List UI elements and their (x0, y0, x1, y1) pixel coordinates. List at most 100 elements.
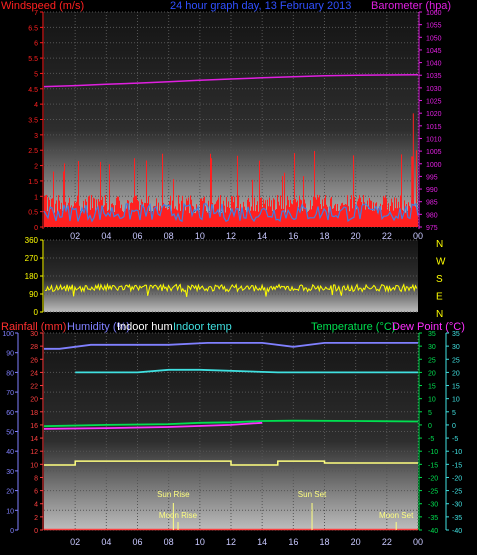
temperature-tick-label: 20 (428, 370, 436, 377)
rainfall-tick-label: 14 (30, 436, 38, 443)
windspeed-axis-label: Windspeed (m/s) (1, 0, 84, 12)
chart-title: 24 hour graph day, 13 February 2013 (170, 0, 351, 12)
hour-tick-label: 10 (195, 537, 205, 547)
dewpoint-tick-label: -5 (452, 436, 458, 443)
barometer-tick-label: 1035 (426, 73, 442, 80)
dewpoint-tick-label: 35 (452, 331, 460, 338)
temperature-tick-label: 35 (428, 331, 436, 338)
temperature-tick-label: 30 (428, 344, 436, 351)
windspeed-tick-label: 7 (34, 10, 38, 17)
astro-marker-label: Moon Rise (159, 511, 198, 520)
rainfall-tick-label: 6 (34, 489, 38, 496)
windspeed-tick-label: 6 (34, 41, 38, 48)
rainfall-tick-label: 2 (34, 515, 38, 522)
plot-series (43, 73, 419, 531)
legend-dew-point: Dew Point (°C) (392, 321, 465, 333)
windspeed-tick-label: 1 (34, 194, 38, 201)
hour-tick-label: 22 (382, 231, 392, 241)
legend-indoor-temp: Indoor temp (173, 321, 232, 333)
compass-label: E (436, 292, 443, 303)
hour-tick-label: 12 (226, 537, 236, 547)
hour-tick-label: 04 (101, 537, 111, 547)
rainfall-tick-label: 26 (30, 357, 38, 364)
barometer-tick-label: 1005 (426, 149, 442, 156)
axes: 0 0.5 1 1.5 2 2.5 3 3.5 4 4.5 5 5.5 6 6.5 7 975 980 985 99… (2, 10, 462, 547)
windspeed-tick-label: 5 (34, 71, 38, 78)
barometer-tick-label: 1060 (426, 10, 442, 17)
humidity-tick-label: 20 (6, 489, 14, 496)
hour-tick-label: 08 (164, 231, 174, 241)
barometer-tick-label: 980 (426, 212, 438, 219)
hour-tick-label: 20 (351, 231, 361, 241)
temperature-tick-label: -35 (428, 515, 438, 522)
temperature-tick-label: -40 (428, 528, 438, 535)
hour-tick-label: 14 (257, 231, 267, 241)
rainfall-tick-label: 30 (30, 331, 38, 338)
barometer-tick-label: 985 (426, 200, 438, 207)
hour-tick-label: 20 (351, 537, 361, 547)
hour-tick-label: 00 (413, 537, 423, 547)
hour-tick-label: 18 (319, 537, 329, 547)
hour-tick-label: 00 (413, 231, 423, 241)
dewpoint-tick-label: -15 (452, 462, 462, 469)
barometer-tick-label: 1050 (426, 35, 442, 42)
direction-tick-label: 270 (25, 254, 39, 263)
rainfall-tick-label: 4 (34, 502, 38, 509)
rainfall-tick-label: 8 (34, 475, 38, 482)
windspeed-tick-label: 3 (34, 133, 38, 140)
humidity-tick-label: 40 (6, 449, 14, 456)
windspeed-tick-label: 0.5 (28, 210, 38, 217)
barometer-tick-label: 1030 (426, 86, 442, 93)
barometer-tick-label: 1040 (426, 61, 442, 68)
compass-label: N (436, 309, 443, 320)
temperature-tick-label: 5 (428, 410, 432, 417)
temperature-tick-label: -10 (428, 449, 438, 456)
hour-tick-label: 12 (226, 231, 236, 241)
windspeed-tick-label: 5.5 (28, 56, 38, 63)
dewpoint-tick-label: -40 (452, 528, 462, 535)
temperature-tick-label: 0 (428, 423, 432, 430)
wind-average-line (43, 202, 419, 223)
legend-rainfall: Rainfall (mm) (1, 321, 66, 333)
humidity-tick-label: 0 (10, 528, 14, 535)
humidity-tick-label: 10 (6, 508, 14, 515)
dewpoint-tick-label: -10 (452, 449, 462, 456)
barometer-axis-label: Barometer (hpa) (371, 0, 451, 12)
hour-tick-label: 06 (132, 537, 142, 547)
temperature-tick-label: -30 (428, 502, 438, 509)
indoor-hum-line (44, 460, 418, 466)
temperature-tick-label: -5 (428, 436, 434, 443)
humidity-tick-label: 50 (6, 430, 14, 437)
wind-direction-line (44, 282, 418, 297)
humidity-tick-label: 90 (6, 351, 14, 358)
dewpoint-tick-label: 10 (452, 397, 460, 404)
humidity-line (44, 341, 418, 350)
compass-label: W (436, 257, 446, 268)
windspeed-tick-label: 4.5 (28, 87, 38, 94)
barometer-tick-label: 1010 (426, 136, 442, 143)
rainfall-tick-label: 18 (30, 410, 38, 417)
barometer-tick-label: 1025 (426, 99, 442, 106)
hour-tick-label: 08 (164, 537, 174, 547)
dewpoint-tick-label: 5 (452, 410, 456, 417)
humidity-tick-label: 70 (6, 390, 14, 397)
legend-indoor-hum: Indoor hum (117, 321, 173, 333)
barometer-tick-label: 1015 (426, 124, 442, 131)
hour-tick-label: 10 (195, 231, 205, 241)
barometer-tick-label: 1055 (426, 23, 442, 30)
hour-tick-label: 16 (288, 537, 298, 547)
indoor-temp-line (75, 368, 418, 374)
hour-tick-label: 04 (101, 231, 111, 241)
windspeed-tick-label: 3.5 (28, 118, 38, 125)
dewpoint-tick-label: -25 (452, 489, 462, 496)
astro-marker-label: Moon Set (379, 511, 414, 520)
legend-temperature: Temperature (°C) (311, 321, 395, 333)
temperature-tick-label: 10 (428, 397, 436, 404)
barometer-tick-label: 995 (426, 174, 438, 181)
rainfall-tick-label: 24 (30, 370, 38, 377)
dewpoint-tick-label: 20 (452, 370, 460, 377)
rainfall-tick-label: 12 (30, 449, 38, 456)
windspeed-tick-label: 1.5 (28, 179, 38, 186)
compass-label: S (436, 274, 443, 285)
